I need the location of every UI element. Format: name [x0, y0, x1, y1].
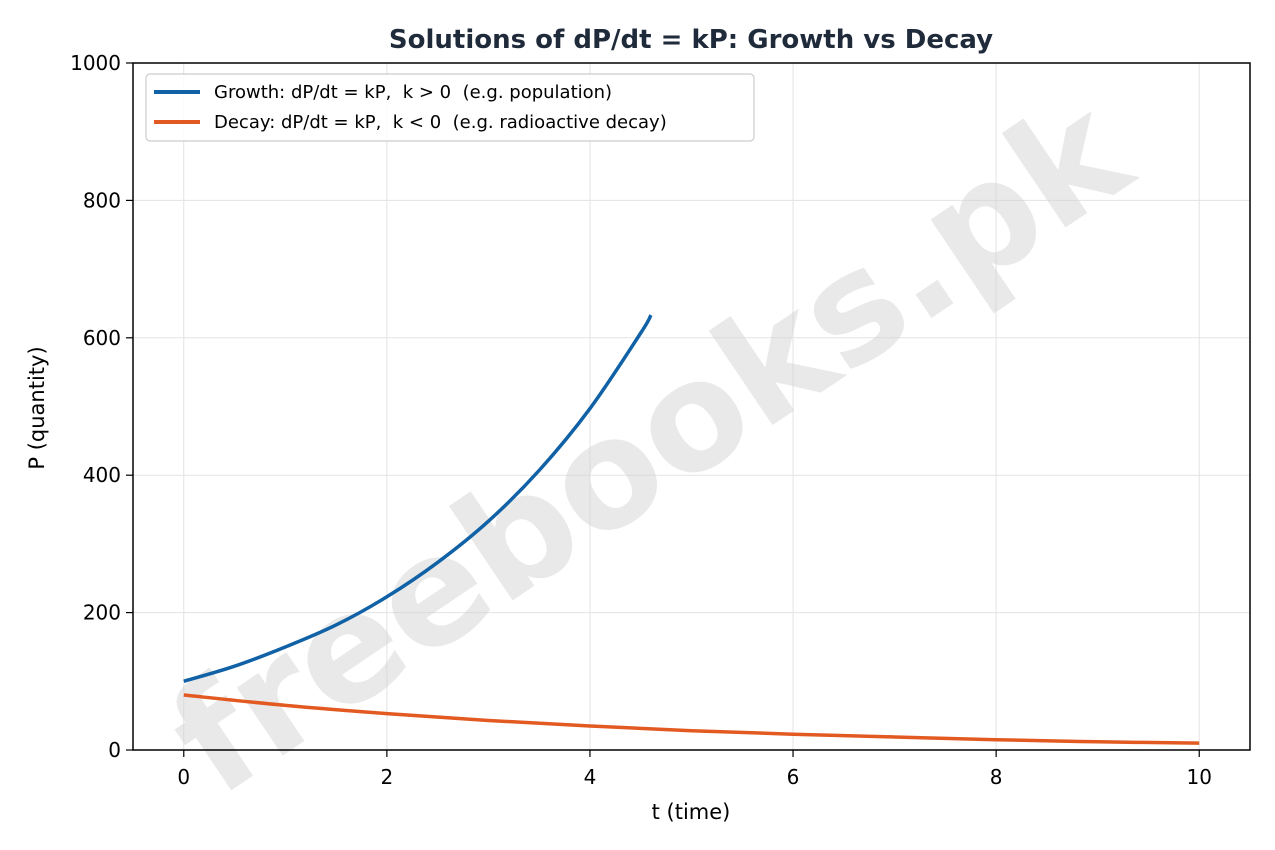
y-tick-label: 600 [83, 326, 121, 350]
y-tick-label: 800 [83, 188, 121, 212]
legend-label: Growth: dP/dt = kP, k > 0 (e.g. populati… [214, 82, 612, 103]
x-axis-label: t (time) [652, 800, 731, 824]
x-tick-label: 6 [787, 765, 800, 789]
y-tick-label: 1000 [70, 51, 121, 75]
x-tick-label: 2 [380, 765, 393, 789]
x-tick-label: 0 [177, 765, 190, 789]
plot-frame [132, 62, 1251, 751]
series-line-decay [183, 693, 1200, 745]
y-tick-label: 200 [83, 601, 121, 625]
x-tick-label: 8 [990, 765, 1003, 789]
x-tick-label: 4 [584, 765, 597, 789]
legend-box [145, 73, 755, 142]
y-tick-label: 0 [108, 738, 121, 762]
chart-title: Solutions of dP/dt = kP: Growth vs Decay [389, 25, 993, 55]
legend-label: Decay: dP/dt = kP, k < 0 (e.g. radioacti… [214, 112, 667, 133]
y-axis-label: P (quantity) [25, 346, 49, 469]
ticks: 0 2 4 6 8 10 0 200 400 600 800 1000 [70, 51, 1212, 789]
series-layer [183, 314, 1200, 745]
x-tick-label: 10 [1187, 765, 1212, 789]
series-line-growth [183, 314, 653, 683]
legend: Growth: dP/dt = kP, k > 0 (e.g. populati… [145, 73, 755, 142]
y-tick-label: 400 [83, 463, 121, 487]
